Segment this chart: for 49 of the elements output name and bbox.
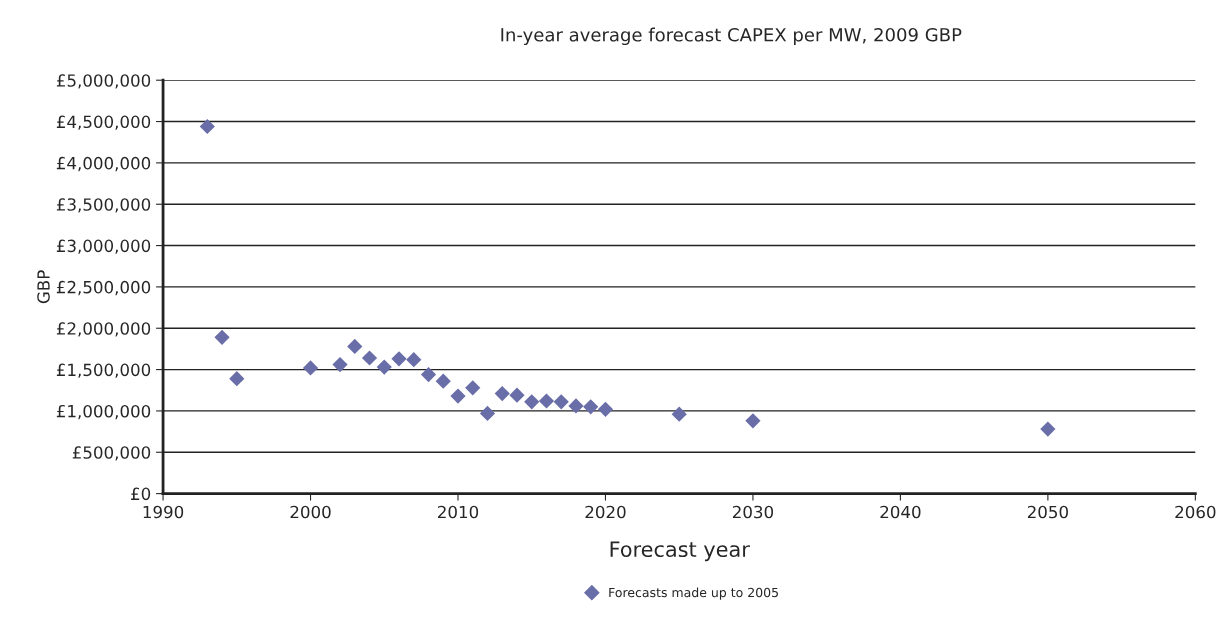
point bbox=[361, 350, 378, 366]
y-tick-label: £5,000,000 bbox=[56, 74, 151, 89]
point bbox=[435, 373, 451, 389]
x-tick-label: 2030 bbox=[732, 505, 774, 519]
x-axis-title: Forecast year bbox=[610, 541, 750, 562]
point bbox=[1040, 421, 1056, 437]
point bbox=[524, 394, 540, 410]
x-tick-label: 1990 bbox=[143, 505, 184, 519]
point bbox=[509, 387, 525, 403]
point bbox=[553, 394, 569, 410]
x-tick-label: 2020 bbox=[585, 505, 626, 519]
x-tick-label: 2040 bbox=[880, 505, 921, 519]
point bbox=[745, 413, 761, 429]
point bbox=[376, 359, 392, 375]
point bbox=[420, 366, 437, 383]
y-tick-label: £2,500,000 bbox=[56, 280, 151, 296]
y-tick-label: £3,500,000 bbox=[56, 198, 151, 213]
point bbox=[450, 388, 466, 404]
point bbox=[347, 338, 363, 355]
legend-label: Forecasts made up to 2005 bbox=[609, 587, 778, 600]
point bbox=[332, 357, 348, 373]
y-tick-label: £0 bbox=[131, 487, 151, 501]
point bbox=[538, 393, 555, 409]
y-tick-label: £1,500,000 bbox=[56, 363, 151, 378]
point bbox=[597, 401, 614, 417]
point bbox=[406, 352, 422, 368]
x-tick-label: 2050 bbox=[1027, 505, 1068, 519]
point bbox=[302, 360, 319, 376]
y-axis-title: GBP bbox=[37, 270, 50, 304]
y-tick-label: £3,000,000 bbox=[56, 239, 151, 254]
y-tick-label: £1,000,000 bbox=[56, 404, 151, 420]
y-tick-label: £4,500,000 bbox=[56, 115, 151, 130]
point bbox=[391, 351, 407, 367]
point bbox=[479, 405, 496, 422]
point bbox=[671, 406, 687, 422]
point bbox=[583, 399, 599, 415]
point bbox=[568, 398, 584, 414]
point bbox=[229, 371, 245, 387]
y-tick-label: £2,000,000 bbox=[56, 322, 151, 337]
point bbox=[494, 385, 510, 402]
y-tick-label: £500,000 bbox=[72, 446, 151, 461]
x-tick-label: 2000 bbox=[290, 505, 331, 519]
chart-title: In-year average forecast CAPEX per MW, 2009 GBP bbox=[501, 27, 962, 46]
x-tick-label: 2060 bbox=[1175, 505, 1216, 519]
point bbox=[214, 329, 230, 345]
point bbox=[465, 380, 481, 396]
point bbox=[199, 118, 215, 135]
x-tick-label: 2010 bbox=[438, 505, 479, 519]
y-tick-label: £4,000,000 bbox=[56, 156, 151, 172]
